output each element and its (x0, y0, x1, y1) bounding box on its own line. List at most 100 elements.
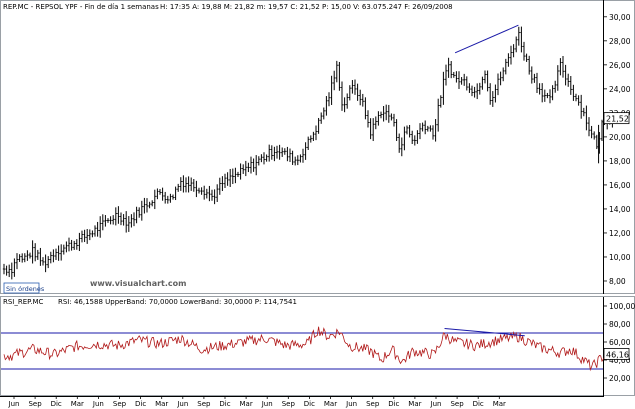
price-bar (138, 207, 141, 218)
price-bar (18, 254, 21, 262)
price-bar (517, 26, 520, 46)
price-bar (221, 176, 224, 192)
price-bar (379, 111, 383, 119)
price-bar (148, 201, 151, 209)
time-tick-label: Mar (324, 400, 337, 408)
time-tick-label: Mar (239, 400, 252, 408)
price-bar (78, 232, 81, 252)
price-y-tick-label: 10,00 (609, 253, 631, 262)
price-bar (177, 183, 180, 192)
price-bar (465, 76, 468, 91)
price-bar (320, 112, 323, 124)
price-bar (307, 136, 310, 150)
price-bar (166, 195, 169, 204)
price-last-value-label: 21,52 (606, 115, 629, 124)
time-tick-label: Jun (345, 400, 357, 408)
price-bar (450, 61, 453, 79)
price-bar (288, 148, 292, 163)
price-bar (424, 120, 427, 135)
price-bar (182, 175, 185, 193)
price-bar (234, 167, 237, 184)
price-bar (281, 147, 284, 157)
price-bar (507, 53, 510, 67)
price-bar (387, 104, 390, 123)
price-bar (145, 198, 149, 213)
price-bar (210, 189, 214, 201)
price-bar (304, 142, 307, 160)
time-tick-label: Sep (282, 400, 296, 408)
price-chart-title: REP.MC - REPSOL YPF - Fin de día 1 seman… (3, 3, 159, 11)
price-bar (239, 163, 242, 180)
price-bar (260, 154, 263, 163)
price-bar (57, 245, 60, 261)
price-bar (325, 96, 328, 116)
price-divergence-line[interactable] (454, 24, 519, 54)
price-bar (439, 95, 442, 108)
price-bar (504, 58, 507, 75)
price-bar (36, 249, 39, 260)
price-bar (195, 180, 198, 198)
orders-badge[interactable]: Sin órdenes (3, 282, 45, 294)
price-bar (590, 125, 593, 139)
price-bar (372, 118, 375, 142)
price-bar (213, 189, 216, 205)
price-bar (161, 187, 164, 201)
price-chart-stats: H: 17:35 A: 19,88 M: 21,82 m: 19,57 C: 2… (160, 3, 453, 11)
price-bar (62, 244, 65, 255)
time-tick-label: Jun (176, 400, 188, 408)
price-panel-frame (0, 0, 635, 294)
price-bar (273, 146, 276, 162)
price-bar (158, 188, 162, 195)
price-bar (520, 26, 523, 53)
price-bar (91, 230, 94, 238)
price-bar (294, 156, 297, 166)
price-bar (502, 67, 505, 82)
price-bar (265, 154, 268, 162)
price-bar (200, 187, 203, 195)
price-bar (437, 98, 440, 132)
price-bar (296, 155, 299, 166)
price-bar (70, 239, 73, 251)
time-tick-label: Dic (388, 400, 399, 408)
price-last-value-tag: 21,52 (603, 112, 630, 125)
price-bar (151, 200, 154, 207)
price-bar (216, 184, 219, 202)
time-tick-label: Dic (219, 400, 230, 408)
price-bar (117, 206, 120, 224)
price-bar (44, 254, 47, 273)
price-y-tick-label: 14,00 (609, 205, 631, 214)
price-bar (582, 107, 585, 117)
price-bar (335, 60, 338, 83)
time-tick-label: Jun (8, 400, 20, 408)
price-bar (546, 92, 549, 99)
price-bar (93, 225, 97, 237)
time-tick-label: Jun (261, 400, 273, 408)
price-bar (309, 135, 312, 143)
rsi-last-value-label: 46,16 (606, 350, 629, 359)
price-bar (112, 215, 115, 225)
price-bar (171, 194, 175, 200)
rsi-divergence-line[interactable] (444, 328, 525, 337)
price-bar (75, 239, 78, 250)
price-bar (26, 250, 29, 261)
price-bar (548, 89, 552, 104)
price-bar (400, 137, 403, 157)
price-bar (356, 83, 359, 101)
price-bar (528, 55, 531, 75)
price-bar (496, 73, 500, 96)
price-bar (346, 93, 349, 109)
rsi-y-tick-label: 20,00 (609, 374, 631, 383)
price-bar (429, 125, 432, 132)
price-bar (114, 207, 117, 226)
price-bar (106, 218, 110, 223)
price-bar (463, 73, 466, 86)
price-bar (366, 110, 370, 128)
orders-label: Sin órdenes (6, 285, 45, 293)
price-bar (231, 168, 234, 185)
price-bar (561, 56, 565, 78)
price-bar (333, 70, 336, 91)
rsi-y-tick-label: 80,00 (609, 320, 631, 329)
price-bar (119, 212, 123, 226)
price-bar (468, 83, 471, 93)
time-tick-label: Dic (473, 400, 484, 408)
